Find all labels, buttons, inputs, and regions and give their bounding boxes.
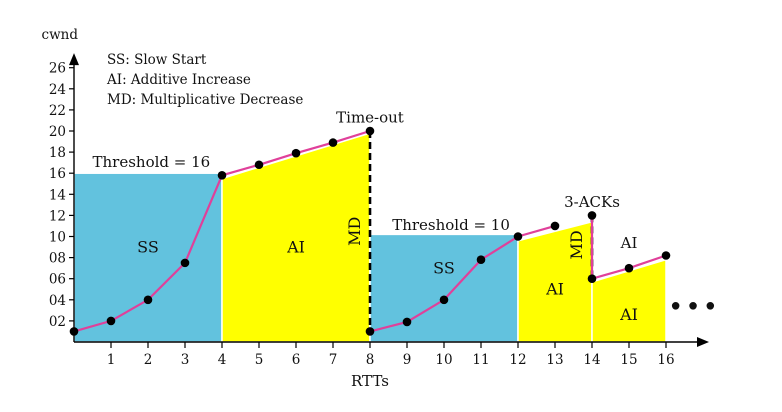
phase-label-ss-0: SS: [137, 237, 159, 256]
md-label-1: MD: [567, 230, 586, 259]
legend-entry-2: MD: Multiplicative Decrease: [107, 92, 303, 108]
x-tick-label-3: 3: [181, 352, 190, 368]
x-tick-label-6: 6: [292, 352, 301, 368]
x-tick-label-9: 9: [403, 352, 412, 368]
x-tick-label-11: 11: [472, 352, 489, 368]
y-tick-label-12: 12: [49, 208, 66, 224]
continuation-dots: •••: [668, 293, 720, 323]
y-tick-label-24: 24: [49, 82, 66, 98]
x-tick-label-10: 10: [435, 352, 452, 368]
x-tick-label-8: 8: [366, 352, 375, 368]
y-tick-label-04: 04: [49, 293, 66, 309]
annotation-1: Threshold = 10: [392, 216, 510, 234]
y-tick-label-06: 06: [49, 272, 66, 288]
axes: 1 2 3 4 5 6 7 8 9 10 11 12 13 14 15 1602040608101214161…: [42, 27, 709, 390]
cwnd-points: [69, 126, 671, 336]
cwnd-point-4: [217, 171, 227, 180]
ss-area-0: [73, 172, 223, 343]
x-tick-label-1: 1: [107, 352, 116, 368]
annotation-4: AI: [620, 234, 638, 252]
cwnd-point-12: [476, 255, 486, 265]
y-axis-arrow: [69, 53, 79, 66]
cwnd-point-1: [106, 316, 116, 326]
cwnd-segment-1: [369, 224, 556, 333]
cwnd-point-17: [624, 263, 634, 273]
legend-entry-1: AI: Additive Increase: [106, 72, 251, 88]
cwnd-point-0: [69, 327, 79, 336]
md-label-0: MD: [345, 217, 364, 246]
x-tick-label-13: 13: [546, 352, 563, 368]
annotation-3: 3-ACKs: [564, 193, 620, 211]
cwnd-point-14: [550, 221, 560, 231]
y-tick-label-20: 20: [49, 124, 66, 140]
cwnd-point-2: [143, 295, 153, 305]
cwnd-point-16: [587, 274, 597, 284]
cwnd-point-13: [513, 232, 523, 241]
x-tick-label-12: 12: [509, 352, 526, 368]
cwnd-point-10: [402, 317, 412, 327]
y-axis-title: cwnd: [42, 27, 79, 43]
cwnd-point-8: [365, 126, 375, 136]
cwnd-point-9: [365, 327, 375, 336]
cwnd-segment-2: [590, 215, 667, 281]
x-tick-label-16: 16: [657, 352, 674, 368]
x-tick-label-14: 14: [583, 352, 600, 368]
y-tick-label-14: 14: [49, 187, 66, 203]
y-tick-label-22: 22: [49, 103, 66, 119]
chart-text: SS AI SS AI AI Threshold = 16 Threshold = 10 Ti…: [93, 52, 720, 324]
phase-label-ai-1: AI: [286, 237, 305, 256]
cwnd-point-18: [661, 251, 671, 260]
x-tick-label-2: 2: [144, 352, 153, 368]
x-tick-label-7: 7: [329, 352, 338, 368]
cwnd-point-6: [291, 148, 301, 158]
cwnd-point-5: [254, 160, 264, 170]
y-tick-label-26: 26: [49, 61, 66, 77]
cwnd-point-3: [180, 258, 190, 268]
y-tick-label-18: 18: [49, 145, 66, 161]
y-tick-label-10: 10: [49, 230, 66, 246]
x-axis-arrow: [697, 337, 709, 347]
phase-label-ai-3: AI: [545, 280, 564, 299]
x-tick-label-4: 4: [218, 352, 227, 368]
x-tick-label-5: 5: [255, 352, 264, 368]
y-tick-label-16: 16: [49, 166, 66, 182]
x-tick-label-15: 15: [620, 352, 637, 368]
annotation-0: Threshold = 16: [93, 153, 211, 171]
md-drops: MD MD: [345, 131, 594, 332]
annotation-2: Time-out: [336, 109, 404, 127]
cwnd-point-7: [328, 138, 338, 147]
cwnd-point-11: [439, 295, 449, 305]
phase-label-ai-4: AI: [619, 305, 638, 324]
legend-entry-0: SS: Slow Start: [107, 52, 207, 68]
x-axis-title: RTTs: [351, 372, 389, 390]
y-tick-label-08: 08: [49, 251, 66, 267]
cwnd-point-15: [587, 211, 597, 220]
phase-label-ss-2: SS: [433, 258, 455, 277]
y-tick-label-02: 02: [49, 314, 66, 330]
